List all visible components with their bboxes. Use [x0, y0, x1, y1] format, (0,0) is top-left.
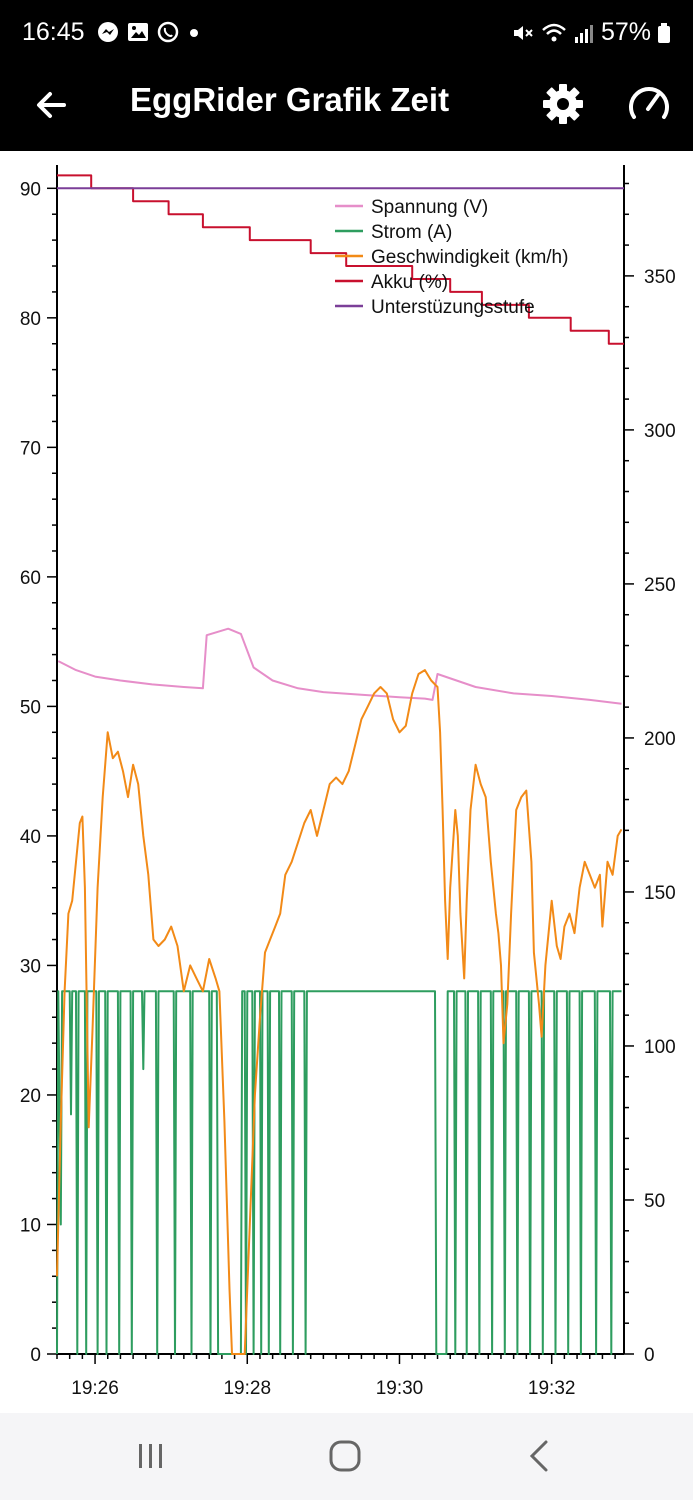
left-tick-label: 10	[20, 1215, 41, 1236]
series-line	[56, 990, 622, 1355]
legend-label: Akku (%)	[371, 272, 448, 293]
legend-label: Unterstüzungsstufe	[371, 297, 535, 318]
gear-icon[interactable]	[540, 81, 586, 127]
time-series-chart: 0 10 20 30 40 50 60 70 80 90 0 50 100 150 200 250 300 350…	[20, 165, 676, 1399]
speedometer-icon[interactable]	[626, 81, 672, 127]
right-tick-label: 350	[644, 267, 676, 288]
gallery-icon	[128, 23, 148, 41]
legend-label: Geschwindigkeit (km/h)	[371, 247, 568, 268]
battery-icon	[658, 22, 670, 43]
back-icon[interactable]	[520, 1438, 560, 1474]
left-tick-label: 50	[20, 697, 41, 718]
messenger-icon	[98, 22, 118, 42]
legend: Spannung (V) Strom (A) Geschwindigkeit (km…	[335, 197, 568, 318]
series-1	[56, 990, 622, 1355]
status-time: 16:45	[22, 18, 85, 46]
series-layer	[56, 174, 624, 1355]
navigation-bar	[0, 1413, 693, 1500]
wifi-icon	[542, 23, 566, 41]
dot-icon	[190, 29, 198, 37]
x-tick-label: 19:26	[71, 1378, 119, 1399]
right-tick-label: 100	[644, 1037, 676, 1058]
series-0	[57, 627, 622, 705]
series-3	[57, 174, 624, 345]
right-tick-label: 0	[644, 1345, 655, 1366]
right-tick-label: 300	[644, 421, 676, 442]
left-tick-label: 30	[20, 956, 41, 977]
legend-label: Spannung (V)	[371, 197, 488, 218]
x-tick-label: 19:32	[528, 1378, 576, 1399]
whatsapp-icon	[157, 21, 179, 43]
system-icons: 57%	[511, 18, 671, 47]
back-arrow-icon[interactable]	[30, 83, 74, 127]
series-line	[57, 627, 622, 705]
right-tick-label: 250	[644, 575, 676, 596]
x-tick-label: 19:28	[223, 1378, 271, 1399]
left-tick-label: 80	[20, 309, 41, 330]
recent-apps-icon[interactable]	[131, 1438, 171, 1474]
mute-icon	[513, 25, 533, 40]
notification-icons	[96, 20, 202, 44]
axes: 0 10 20 30 40 50 60 70 80 90 0 50 100 150 200 250 300 350…	[20, 165, 676, 1399]
series-line	[57, 174, 624, 345]
x-tick-label: 19:30	[376, 1378, 424, 1399]
battery-percent: 57%	[600, 18, 651, 46]
page-title: EggRider Grafik Zeit	[130, 81, 450, 118]
left-tick-label: 60	[20, 568, 41, 589]
status-bar: 16:45 57%	[0, 0, 693, 65]
series-line	[56, 669, 623, 1355]
right-tick-label: 200	[644, 729, 676, 750]
right-tick-label: 50	[644, 1191, 665, 1212]
series-2	[56, 669, 623, 1355]
home-icon[interactable]	[325, 1438, 365, 1474]
left-tick-label: 70	[20, 438, 41, 459]
app-bar: EggRider Grafik Zeit	[0, 65, 693, 151]
left-tick-label: 90	[20, 179, 41, 200]
chart-area: 0 10 20 30 40 50 60 70 80 90 0 50 100 150 200 250 300 350…	[0, 151, 693, 1413]
legend-label: Strom (A)	[371, 222, 452, 243]
left-tick-label: 20	[20, 1086, 41, 1107]
signal-icon	[574, 24, 593, 43]
left-tick-label: 0	[30, 1345, 41, 1366]
right-tick-label: 150	[644, 883, 676, 904]
left-tick-label: 40	[20, 827, 41, 848]
